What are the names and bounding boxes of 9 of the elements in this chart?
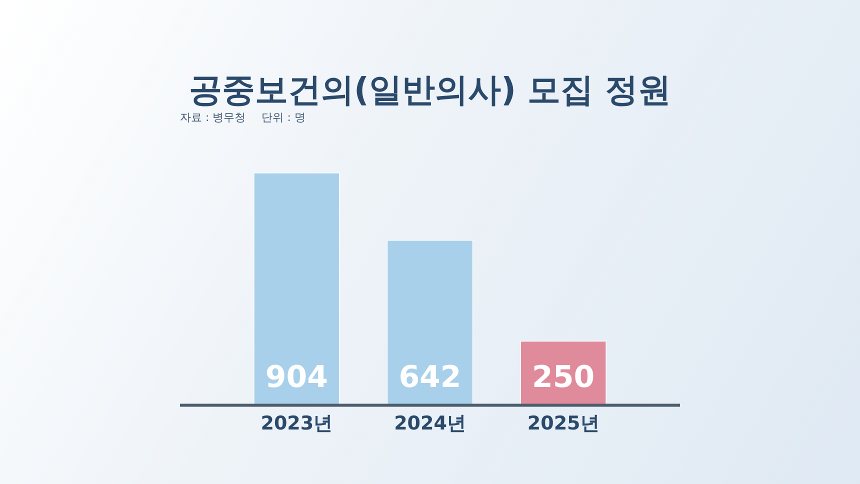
- text: 자료 : 병무청: [180, 111, 246, 124]
- data-label: 250: [532, 360, 595, 395]
- data-label: 904: [265, 360, 328, 395]
- text: 단위 : 명: [262, 111, 306, 124]
- x-tick-label: 2023년: [260, 412, 333, 435]
- data-label: 642: [398, 360, 462, 395]
- chart-title: 공중보건의(일반의사) 모집 정원: [188, 70, 672, 109]
- x-tick-label: 2025년: [527, 412, 600, 435]
- x-tick-label: 2024년: [394, 412, 466, 435]
